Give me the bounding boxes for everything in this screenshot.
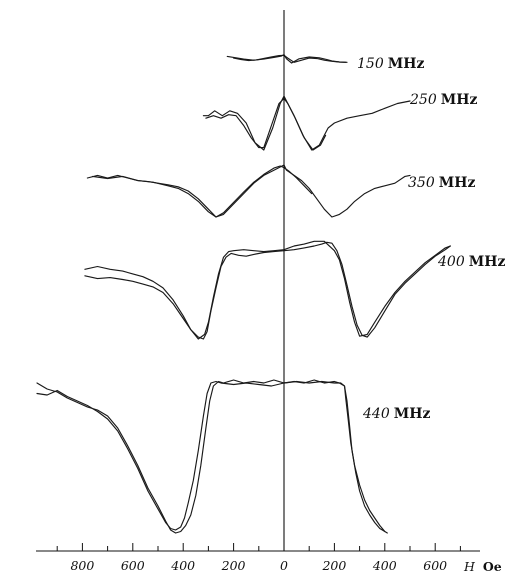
curve-label-250mhz: 250 MHz	[409, 92, 477, 108]
curve-label-number: 250	[409, 92, 437, 108]
x-tick-label: 200	[321, 558, 346, 573]
trace-350mhz-2	[91, 165, 313, 218]
x-tick-label: 800	[70, 558, 94, 573]
curve-label-unit: MHz	[394, 406, 431, 422]
curve-label-150mhz: 150 MHz	[357, 56, 424, 72]
x-ticks	[56, 543, 461, 551]
curve-label-unit: MHz	[441, 92, 478, 108]
trace-250mhz-2	[205, 97, 327, 151]
x-tick-label: 200	[221, 558, 246, 573]
curve-label-unit: MHz	[439, 175, 476, 191]
x-axis-symbol: H	[463, 559, 476, 574]
trace-440mhz-2	[36, 380, 386, 533]
curve-label-unit: MHz	[469, 254, 505, 270]
x-axis-unit: Oe	[483, 559, 502, 574]
trace-150mhz-2	[233, 54, 347, 63]
curve-label-400mhz: 400 MHz	[437, 254, 505, 270]
curve-label-350mhz: 350 MHz	[408, 175, 475, 191]
trace-440mhz-1	[36, 379, 388, 534]
x-tick-label: 400	[372, 558, 397, 573]
x-tick-label: 600	[423, 558, 447, 573]
trace-400mhz-1	[84, 240, 451, 340]
curve-label-440mhz: 440 MHz	[362, 406, 430, 422]
trace-150mhz-1	[226, 54, 348, 64]
curve-label-number: 150	[357, 56, 384, 72]
curve-label-number: 350	[408, 175, 435, 191]
curve-label-unit: MHz	[388, 56, 425, 72]
x-tick-label: 400	[170, 558, 195, 573]
curve-label-number: 400	[437, 254, 465, 270]
trace-350mhz-1	[86, 164, 411, 218]
curve-label-number: 440	[362, 406, 390, 422]
x-tick-labels: 800 600 400 200 0 200 400 600	[70, 558, 447, 573]
x-tick-label: 600	[121, 558, 145, 573]
traces-layer	[36, 54, 451, 534]
x-axis-unit-label: H Oe	[463, 559, 502, 574]
trace-400mhz-2	[84, 241, 451, 340]
x-tick-label: 0	[280, 558, 288, 573]
